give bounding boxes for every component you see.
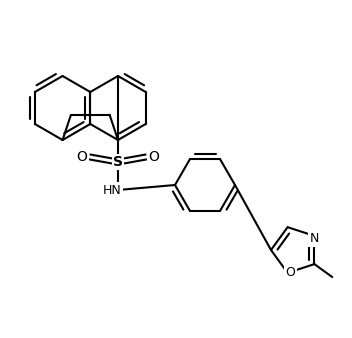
Text: S: S: [113, 155, 123, 169]
Text: O: O: [77, 150, 87, 164]
Text: HN: HN: [103, 184, 121, 196]
Text: O: O: [285, 266, 296, 279]
Text: N: N: [310, 233, 319, 245]
Text: O: O: [149, 150, 159, 164]
